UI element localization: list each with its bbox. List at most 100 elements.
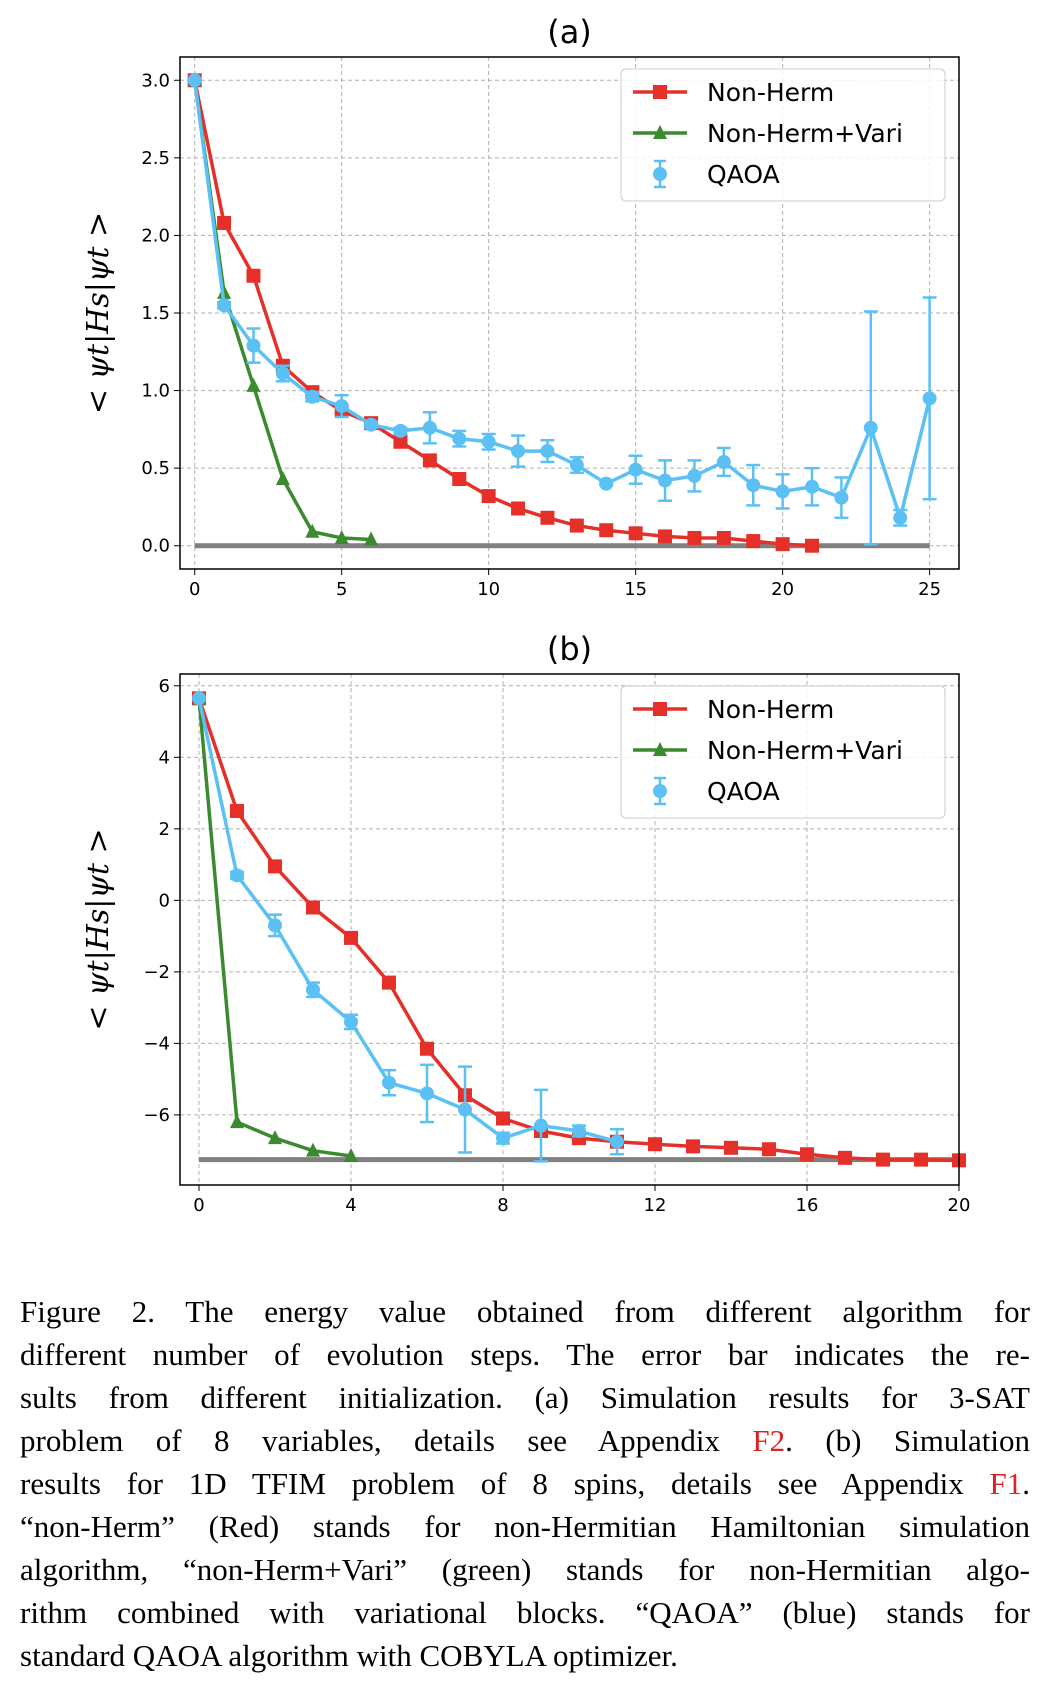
appendix-link[interactable]: F2 xyxy=(752,1423,786,1458)
y-axis-label: < ψt|Hs|ψt > xyxy=(81,212,116,414)
caption-text: “non-Herm” (Red) stands for non-Hermitia… xyxy=(20,1509,1030,1544)
legend-circle-marker xyxy=(653,784,667,798)
data-point xyxy=(420,1041,434,1056)
data-point xyxy=(306,1142,320,1157)
caption-text: different number of evolution steps. The… xyxy=(20,1337,1030,1372)
legend-circle-marker xyxy=(653,167,667,181)
legend-label: QAOA xyxy=(707,160,780,189)
data-point xyxy=(511,501,526,516)
data-point xyxy=(628,526,643,541)
y-tick-label: 6 xyxy=(159,676,170,697)
legend-label: Non-Herm xyxy=(707,695,834,724)
data-point xyxy=(246,377,261,392)
data-point xyxy=(344,930,358,945)
figure-charts: (a)0 5 10 15 20 250.00.51.01.52.02.53.0< ψt|H… xyxy=(81,13,971,1216)
y-axis-label: < ψt|Hs|ψt > xyxy=(81,828,116,1030)
data-point xyxy=(762,1142,776,1157)
y-tick-label: −4 xyxy=(143,1033,170,1054)
appendix-link[interactable]: F1 xyxy=(989,1466,1023,1501)
series-line xyxy=(192,79,813,548)
x-tick-label: 20 xyxy=(771,579,794,600)
data-point xyxy=(481,434,496,449)
caption-line: results for 1D TFIM problem of 8 spins, … xyxy=(20,1462,1030,1505)
legend-frame xyxy=(620,68,946,202)
data-point xyxy=(724,1140,738,1155)
y-tick-label: 0.5 xyxy=(141,458,170,479)
data-point xyxy=(834,490,849,505)
data-point xyxy=(246,338,261,353)
data-point xyxy=(569,518,584,533)
data-point xyxy=(344,1014,358,1029)
data-point xyxy=(628,462,643,477)
data-point xyxy=(540,444,555,459)
y-tick-label: −6 xyxy=(143,1105,170,1126)
data-point xyxy=(775,537,790,552)
y-tick-label: 2 xyxy=(159,819,170,840)
data-point xyxy=(452,472,467,487)
data-point xyxy=(192,691,206,706)
data-point xyxy=(344,1148,358,1163)
data-point xyxy=(569,458,584,473)
data-point xyxy=(305,523,320,538)
x-tick-label: 0 xyxy=(193,1195,204,1216)
caption-text: . (b) Simulation xyxy=(785,1423,1030,1458)
chart-title: (b) xyxy=(547,630,592,668)
chart-panel-a: (a) 0 5 10 15 20 25 0.0 0.5 1.0 1.5 2.0 2.5 3.0 < ψt|H… xyxy=(81,13,960,600)
y-tick-label: 1.0 xyxy=(141,381,170,402)
data-point xyxy=(746,534,761,549)
data-point xyxy=(393,423,408,438)
x-tick-label: 5 xyxy=(336,579,347,600)
data-point xyxy=(364,531,379,546)
data-point xyxy=(217,216,232,231)
data-point xyxy=(334,399,349,414)
data-point xyxy=(496,1131,510,1146)
caption-text: problem of 8 variables, details see Appe… xyxy=(20,1423,753,1458)
chart-title: (a) xyxy=(547,13,592,51)
data-point xyxy=(230,1114,244,1129)
legend-frame xyxy=(620,685,946,819)
x-tick-label: 25 xyxy=(918,579,941,600)
data-point xyxy=(268,1130,282,1145)
legend-triangle-marker xyxy=(653,125,667,139)
data-point xyxy=(481,489,496,504)
figure-caption: Figure 2. The energy value obtained from… xyxy=(20,1290,1030,1677)
data-point xyxy=(775,484,790,499)
data-point xyxy=(496,1111,510,1126)
data-point xyxy=(687,468,702,483)
legend: Non-Herm Non-Herm+Vari QAOA xyxy=(620,68,946,202)
legend-square-marker xyxy=(653,702,667,716)
caption-text: . xyxy=(1022,1466,1030,1501)
data-point xyxy=(687,530,702,545)
caption-text: rithm combined with variational blocks. … xyxy=(20,1595,1030,1630)
data-point xyxy=(422,420,437,435)
x-tick-label: 15 xyxy=(624,579,647,600)
data-point xyxy=(382,1075,396,1090)
data-point xyxy=(217,298,232,313)
x-tick-label: 10 xyxy=(477,579,500,600)
x-tick-label: 0 xyxy=(189,579,200,600)
data-point xyxy=(658,529,673,544)
data-point xyxy=(805,538,820,553)
x-tick-label: 20 xyxy=(948,1195,971,1216)
legend-label: Non-Herm+Vari xyxy=(707,119,903,148)
data-point xyxy=(922,391,937,406)
data-point xyxy=(306,982,320,997)
data-point xyxy=(716,454,731,469)
data-point xyxy=(658,473,673,488)
caption-line: algorithm, “non-Herm+Vari” (green) stand… xyxy=(20,1548,1030,1591)
data-point xyxy=(268,918,282,933)
series-non-herm xyxy=(192,691,966,1168)
data-point xyxy=(876,1152,890,1167)
y-tick-label: 0 xyxy=(159,890,170,911)
caption-line: different number of evolution steps. The… xyxy=(20,1333,1030,1376)
data-point xyxy=(187,73,202,88)
legend: Non-Herm Non-Herm+Vari QAOA xyxy=(620,685,946,819)
axes-frame xyxy=(179,673,960,1186)
x-tick-label: 16 xyxy=(796,1195,819,1216)
caption-line: sults from different initialization. (a)… xyxy=(20,1376,1030,1419)
caption-text: Figure 2. The energy value obtained from… xyxy=(20,1294,1030,1329)
legend-label: QAOA xyxy=(707,777,780,806)
data-point xyxy=(305,389,320,404)
data-point xyxy=(458,1102,472,1117)
